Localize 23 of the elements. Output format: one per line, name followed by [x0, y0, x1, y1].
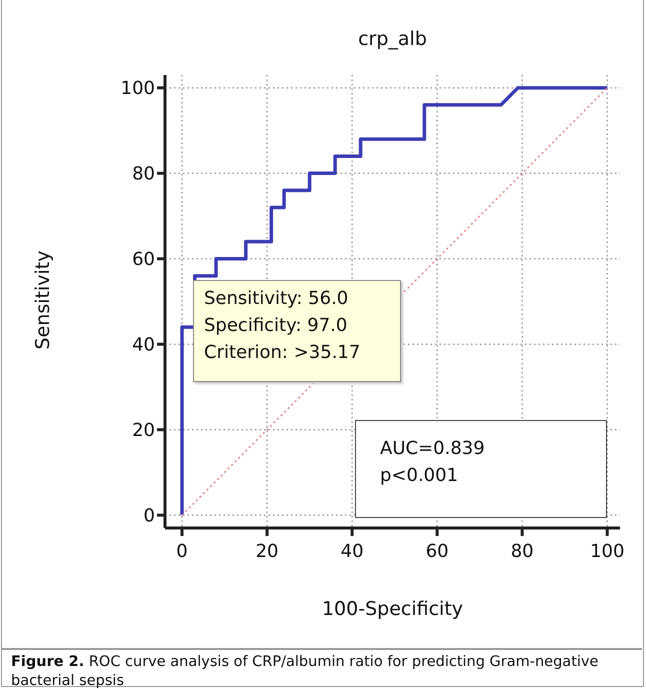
y-tick-label: 60 [132, 249, 155, 270]
annotation: p<0.001 [380, 464, 460, 488]
x-tick-label: 40 [340, 540, 364, 562]
y-tick-label: 80 [132, 164, 155, 185]
y-tick-label: 0 [144, 506, 155, 527]
y-tick-label: 100 [120, 78, 155, 100]
auc-note-box: AUC=0.839 p<0.001 [355, 420, 607, 518]
annotation: Criterion: >35.17 [204, 341, 362, 365]
chart-title: crp_alb [357, 28, 428, 50]
criterion-note-box: Sensitivity: 56.0 Specificity: 97.0 Criterion: >35.17 [193, 280, 401, 382]
x-tick-label: 80 [510, 540, 534, 562]
y-axis-title: Sensitivity [32, 250, 54, 350]
caption: Figure 2. ROC curve analysis of CRP/albumin ratio for predicting Gram-negative bacterial sepsis [11, 654, 598, 689]
x-axis-title: 100-Specificity [320, 598, 464, 620]
annotation: Specificity: 97.0 [204, 314, 348, 338]
annotation: AUC=0.839 [380, 437, 486, 461]
x-tick-label: 100 [590, 540, 624, 562]
y-tick-label: 20 [132, 420, 155, 442]
x-tick-label: 20 [256, 540, 279, 562]
x-tick-label: 0 [176, 540, 188, 562]
x-tick-label: 60 [426, 540, 449, 562]
annotation: Sensitivity: 56.0 [204, 287, 350, 311]
y-tick-label: 40 [132, 334, 155, 356]
